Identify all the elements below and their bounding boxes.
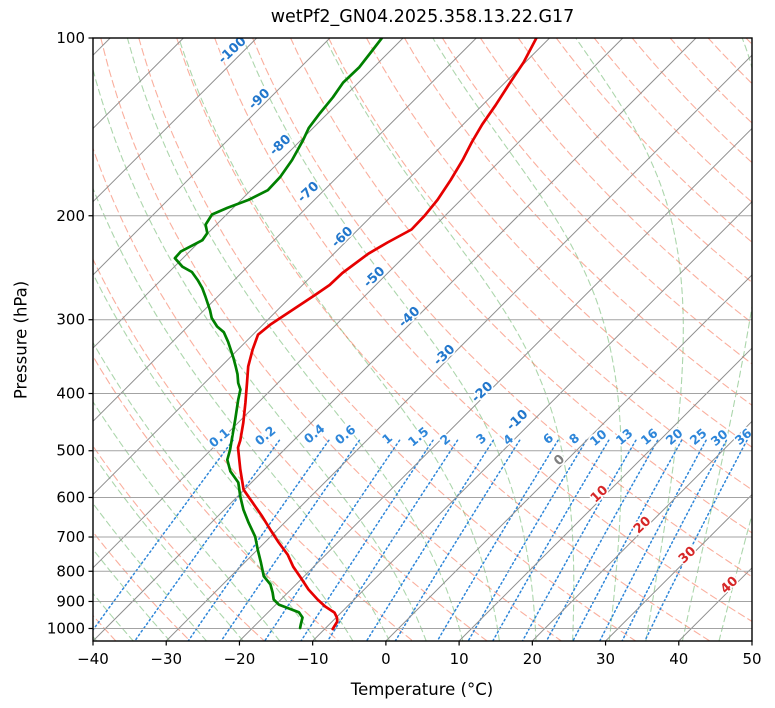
x-axis-label: Temperature (°C): [350, 680, 494, 699]
isotherm-label: 30: [676, 544, 699, 567]
isotherm-label: 40: [718, 574, 741, 597]
mixing-ratio-label: 0.1: [206, 425, 233, 451]
x-tick-label: 0: [381, 650, 391, 668]
chart-title: wetPf2_GN04.2025.358.13.22.G17: [270, 7, 575, 27]
mixing-ratio-label: 16: [638, 425, 661, 448]
isotherm-label: -10: [504, 407, 531, 434]
axes-frame: [92, 37, 753, 642]
moist-adiabats: [93, 38, 752, 641]
isotherm-label: -50: [361, 264, 388, 291]
axis-ticks: −40 −30 −20 −10 0 10 20 30 40 5010020030040050060…: [47, 29, 762, 668]
y-tick-label: 100: [56, 29, 85, 47]
isotherm-label: 0: [551, 452, 568, 469]
mixing-ratio-label: 25: [687, 425, 710, 448]
x-tick-label: 20: [523, 650, 542, 668]
isotherm-label: -90: [246, 86, 273, 113]
mixing-ratio-label: 1: [379, 430, 395, 447]
dry-adiabats: [93, 38, 752, 641]
mixing-ratio-label: 13: [613, 425, 636, 448]
x-tick-label: 10: [450, 650, 469, 668]
y-tick-label: 200: [56, 207, 85, 225]
dewpoint-profile-line: [173, 38, 384, 630]
isotherm-label: -30: [431, 342, 458, 369]
mixing-ratio-label: 0.6: [332, 422, 359, 448]
isotherms: [93, 38, 752, 641]
plot-area: -100-90-80-70-60-50-40-30-20-10010203040…: [93, 38, 752, 641]
isotherm-label: 10: [588, 483, 611, 506]
isotherm-label: -80: [267, 132, 294, 159]
isotherm-label: -70: [295, 179, 322, 206]
isotherm-label: -60: [329, 224, 356, 251]
x-tick-label: 50: [742, 650, 761, 668]
temperature-profile-line: [236, 38, 538, 631]
x-tick-label: −40: [77, 650, 109, 668]
isotherm-label: -40: [396, 304, 423, 331]
y-tick-label: 800: [56, 562, 85, 580]
mixing-ratio-label: 0.2: [252, 423, 279, 449]
x-tick-label: 40: [669, 650, 688, 668]
y-tick-label: 300: [56, 311, 85, 329]
x-tick-label: −30: [150, 650, 182, 668]
y-tick-label: 1000: [47, 619, 85, 637]
mixing-ratio-label: 3: [473, 430, 489, 447]
y-tick-label: 600: [56, 488, 85, 506]
x-tick-label: −10: [297, 650, 329, 668]
mixing-ratio-lines: [93, 439, 748, 641]
isotherm-label: 20: [631, 514, 654, 537]
mixing-ratio-label: 20: [663, 425, 686, 448]
y-tick-label: 400: [56, 385, 85, 403]
x-tick-label: −20: [224, 650, 256, 668]
mixing-ratio-label: 0.4: [301, 421, 328, 447]
y-tick-label: 900: [56, 592, 85, 610]
x-tick-label: 30: [596, 650, 615, 668]
pressure-gridlines: [93, 215, 752, 629]
y-tick-label: 700: [56, 528, 85, 546]
y-tick-label: 500: [56, 442, 85, 460]
